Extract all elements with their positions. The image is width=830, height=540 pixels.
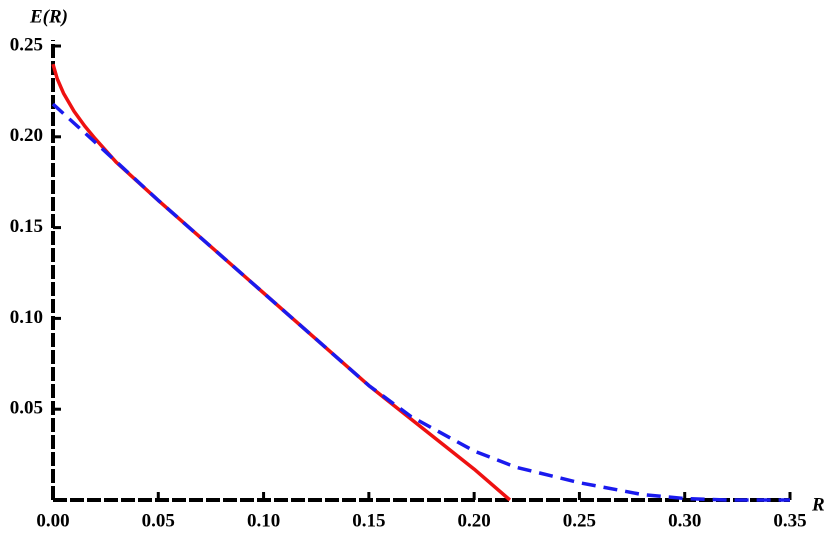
x-tick-label: 0.05 [142,510,175,531]
y-tick-label: 0.25 [10,34,43,55]
y-tick-label: 0.15 [10,216,43,237]
x-axis-label: R [811,494,825,515]
y-axis-label: E(R) [29,6,68,27]
x-tick-label: 0.00 [36,510,69,531]
x-tick-label: 0.20 [458,510,491,531]
series-line [51,102,790,502]
y-tick-label: 0.05 [10,398,43,419]
x-tick-label: 0.30 [668,510,701,531]
x-tick-label: 0.35 [773,510,806,531]
x-tick-label: 0.10 [247,510,280,531]
x-tick-label: 0.25 [563,510,596,531]
y-tick-label: 0.10 [10,307,43,328]
y-tick-label: 0.20 [10,125,43,146]
x-tick-label: 0.15 [352,510,385,531]
